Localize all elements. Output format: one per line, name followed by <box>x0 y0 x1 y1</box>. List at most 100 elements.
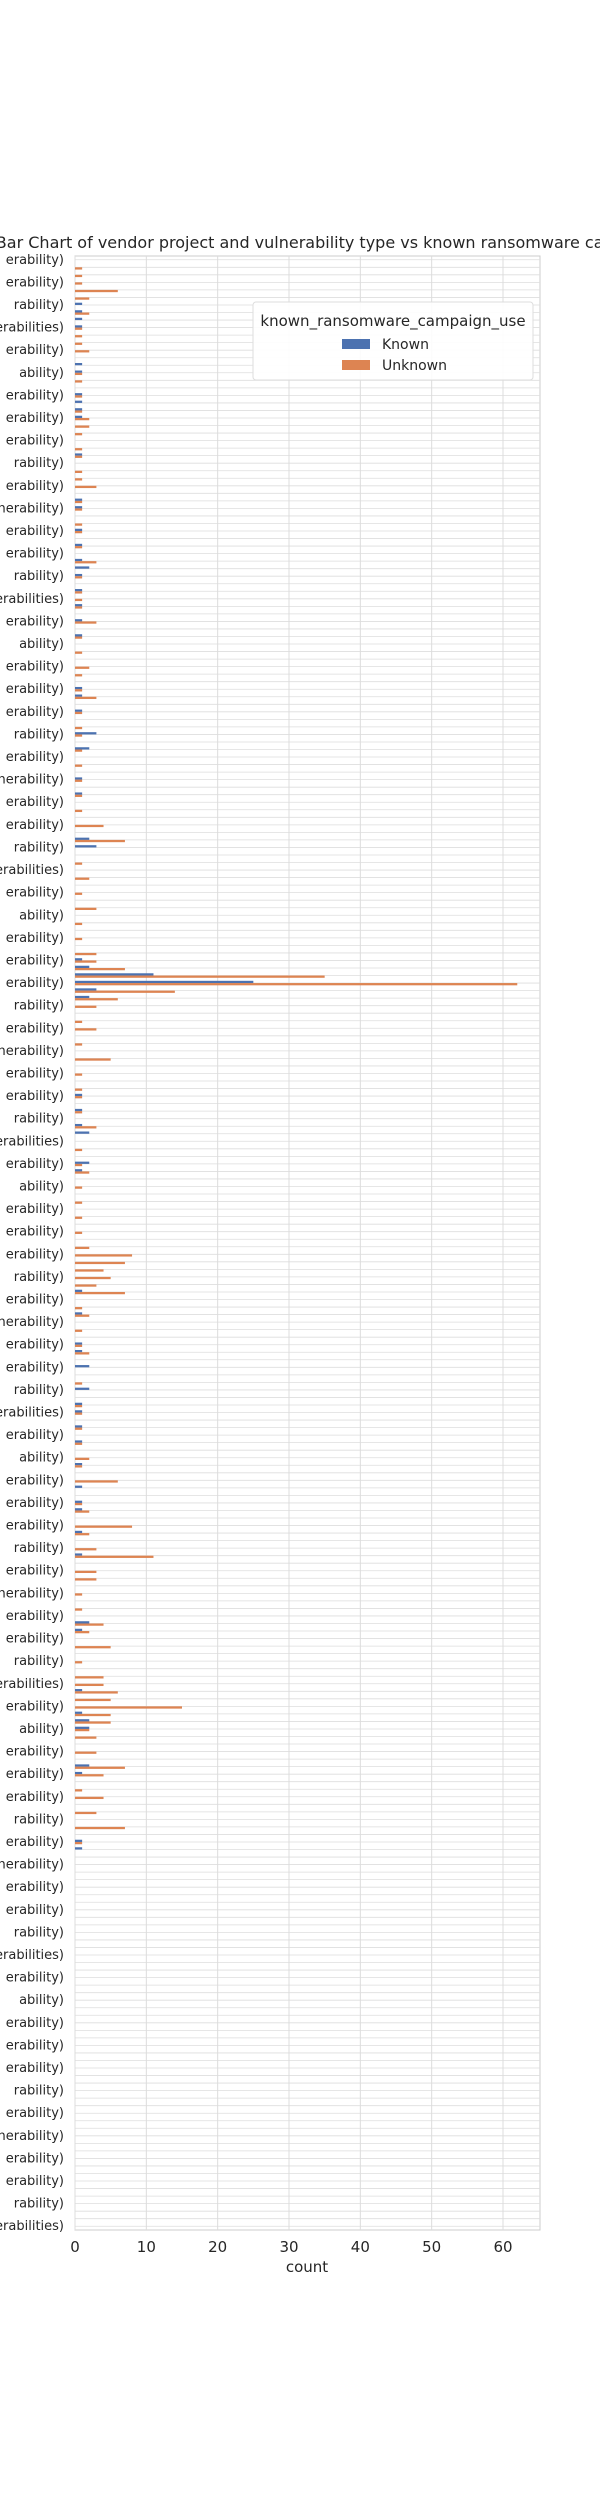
category-tick-label: rability) <box>14 2197 64 2212</box>
bar-known <box>75 1440 83 1443</box>
category-tick-label: erability) <box>6 343 64 358</box>
bar-unknown <box>75 1020 83 1023</box>
bar-unknown <box>75 1676 104 1679</box>
bar-known <box>75 1410 83 1413</box>
bar-unknown <box>75 500 83 504</box>
bar-known <box>75 1289 83 1292</box>
bar-unknown <box>75 478 83 481</box>
bar-unknown <box>75 1593 83 1596</box>
bar-known <box>75 1402 83 1405</box>
bar-known <box>75 400 83 403</box>
bar-unknown <box>75 809 83 813</box>
bar-unknown <box>75 1510 90 1513</box>
category-tick-label: erability) <box>6 1338 64 1353</box>
bar-unknown <box>75 1533 90 1536</box>
bar-known <box>75 1500 83 1503</box>
bar-known <box>75 1387 90 1390</box>
bar-unknown <box>75 1126 97 1129</box>
bar-unknown <box>75 990 175 993</box>
bar-unknown <box>75 1186 83 1189</box>
bar-unknown <box>75 689 83 692</box>
bar-known <box>75 686 83 690</box>
category-tick-label: erability) <box>6 2151 64 2166</box>
category-tick-label: rability) <box>14 1654 64 1669</box>
bar-known <box>75 777 83 780</box>
category-tick-label: ulnerability) <box>0 1586 64 1601</box>
chart-title: ed Bar Chart of vendor project and vulne… <box>0 233 600 252</box>
category-tick-label: erability) <box>6 1247 64 1262</box>
bar-unknown <box>75 1631 90 1634</box>
bar-unknown <box>75 1698 111 1702</box>
bar-unknown <box>75 561 97 564</box>
category-tick-label: ability) <box>19 1179 64 1194</box>
bar-known <box>75 1169 83 1172</box>
category-tick-label: rability) <box>14 456 64 471</box>
x-tick-label: 20 <box>208 2238 227 2256</box>
bar-known <box>75 634 83 637</box>
category-tick-label: rability) <box>14 1925 64 1940</box>
bar-known <box>75 1689 83 1692</box>
category-tick-label: erability) <box>6 976 64 991</box>
category-tick-label: erability) <box>6 1293 64 1308</box>
bar-unknown <box>75 877 90 880</box>
bar-unknown <box>75 1442 83 1445</box>
bar-known <box>75 1628 83 1632</box>
bar-unknown <box>75 1465 83 1468</box>
category-tick-label: erability) <box>6 524 64 539</box>
bar-known <box>75 1485 83 1488</box>
category-tick-label: erability) <box>6 275 64 290</box>
bar-unknown <box>75 576 83 579</box>
category-tick-label: erability) <box>6 1632 64 1647</box>
category-tick-label: ulnerability) <box>0 2129 64 2144</box>
bar-unknown <box>75 1721 111 1724</box>
category-tick-label: erability) <box>6 1157 64 1172</box>
category-tick-label: erability) <box>6 1745 64 1760</box>
bar-known <box>75 393 83 396</box>
bar-known <box>75 1711 83 1714</box>
bar-known <box>75 709 83 712</box>
bar-unknown <box>75 1073 83 1076</box>
bar-unknown <box>75 1088 83 1091</box>
category-tick-label: erability) <box>6 1767 64 1782</box>
bar-unknown <box>75 1841 83 1845</box>
bar-unknown <box>75 975 325 978</box>
bar-unknown <box>75 711 83 715</box>
bar-known <box>75 1425 83 1428</box>
bar-known <box>75 694 83 697</box>
bar-unknown <box>75 1382 83 1385</box>
bar-unknown <box>75 1163 83 1167</box>
bar-known <box>75 837 90 840</box>
bar-unknown <box>75 335 83 338</box>
category-tick-label: ulnerability) <box>0 773 64 788</box>
category-tick-label: rability) <box>14 569 64 584</box>
bar-known <box>75 1093 83 1097</box>
bar-unknown <box>75 1231 83 1234</box>
category-tick-label: erability) <box>6 1790 64 1805</box>
category-tick-label: erability) <box>6 1225 64 1240</box>
category-tick-label: rability) <box>14 727 64 742</box>
bar-unknown <box>75 907 97 910</box>
bar-unknown <box>75 1344 83 1347</box>
bar-unknown <box>75 1291 125 1295</box>
bar-known <box>75 1312 83 1315</box>
bar-known <box>75 558 83 562</box>
x-tick-label: 50 <box>422 2238 441 2256</box>
category-tick-label: ability) <box>19 637 64 652</box>
bar-unknown <box>75 1736 97 1739</box>
legend-title: known_ransomware_campaign_use <box>260 312 525 331</box>
bar-known <box>75 604 83 607</box>
bar-unknown <box>75 1148 83 1152</box>
category-tick-label: erability) <box>6 1609 64 1624</box>
bar-unknown <box>75 1096 83 1099</box>
category-tick-label: rability) <box>14 840 64 855</box>
category-tick-label: erability) <box>6 2061 64 2076</box>
category-tick-label: erability) <box>6 388 64 403</box>
bar-unknown <box>75 1728 90 1732</box>
bar-unknown <box>75 312 90 315</box>
category-tick-label: erability) <box>6 1473 64 1488</box>
bar-unknown <box>75 1284 97 1287</box>
bar-known <box>75 845 97 848</box>
category-tick-label: erability) <box>6 547 64 562</box>
bar-known <box>75 1847 83 1850</box>
category-tick-label: ulnerabilities) <box>0 321 64 336</box>
